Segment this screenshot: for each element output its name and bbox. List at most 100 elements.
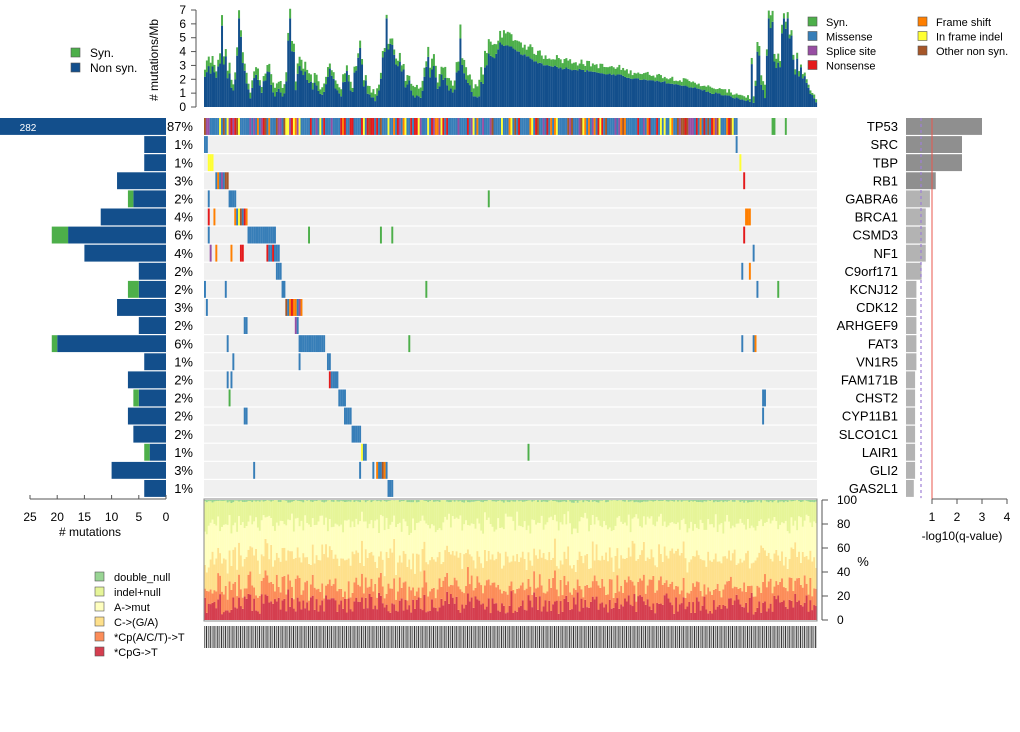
sample-name-tick [754, 626, 756, 648]
tmb-bar-syn [296, 63, 299, 74]
oncoprint-cell [523, 118, 526, 135]
spectrum-segment [209, 604, 212, 620]
spectrum-segment [540, 585, 543, 612]
oncoprint-cell [226, 335, 229, 353]
spectrum-segment [453, 577, 456, 604]
oncoprint-cell [421, 118, 424, 135]
sample-name-tick [249, 626, 251, 648]
spectrum-segment [508, 502, 511, 517]
gene-label: FAM171B [841, 372, 898, 387]
spectrum-segment [319, 560, 322, 592]
sample-name-tick [652, 626, 654, 648]
spectrum-segment [512, 501, 515, 522]
spectrum-segment [622, 500, 625, 502]
spectrum-segment [387, 611, 390, 620]
tmb-bar-nonsyn [605, 74, 608, 107]
spectrum-segment [415, 502, 418, 524]
spectrum-segment [752, 614, 755, 620]
spectrum-segment [667, 500, 670, 502]
tmb-bar-nonsyn [565, 67, 568, 107]
spectrum-segment [731, 500, 734, 502]
spectrum-segment [330, 598, 333, 620]
sample-name-tick [747, 626, 749, 648]
oncoprint-cell [525, 118, 528, 135]
spectrum-segment [510, 516, 513, 562]
spectrum-segment [508, 516, 511, 563]
spectrum-segment [376, 567, 379, 598]
sample-name-tick [487, 626, 489, 648]
spectrum-segment [326, 584, 329, 600]
spectrum-segment [232, 502, 235, 526]
spectrum-segment [747, 500, 749, 503]
oncoprint-cell [251, 118, 254, 135]
oncoprint-cell [502, 118, 505, 135]
spectrum-segment [213, 500, 216, 502]
tmb-bar-syn [641, 74, 644, 80]
tmb-bar-syn [771, 10, 774, 22]
tmb-bar-syn [523, 44, 526, 55]
spectrum-segment [680, 603, 683, 620]
tmb-bar-syn [531, 47, 534, 60]
sample-name-tick [510, 626, 512, 648]
spectrum-segment [499, 611, 502, 620]
tmb-bar-nonsyn [790, 35, 793, 107]
spectrum-segment [209, 522, 212, 560]
tmb-bar-nonsyn [260, 92, 263, 107]
oncoprint-cell [533, 118, 536, 135]
spectrum-segment [376, 501, 379, 520]
spectrum-segment [508, 585, 511, 606]
spectrum-segment [466, 567, 469, 594]
percent-label: 1% [174, 137, 193, 152]
gene-count-bar-nonsyn [57, 335, 167, 353]
sample-name-tick [574, 626, 576, 648]
spectrum-segment [336, 611, 339, 620]
tmb-bar-syn [368, 85, 371, 95]
sample-name-tick [601, 626, 603, 648]
spectrum-segment [624, 579, 627, 599]
oncoprint-cell [226, 172, 229, 190]
tmb-bar-syn [612, 67, 615, 75]
oncoprint-cell [296, 299, 299, 316]
sample-name-tick [383, 626, 385, 648]
spectrum-segment [385, 604, 388, 620]
tmb-bar-syn [338, 87, 341, 94]
spectrum-segment [692, 556, 695, 584]
spectrum-segment [391, 500, 394, 522]
spectrum-segment [676, 500, 679, 502]
sample-name-tick [667, 626, 669, 648]
spectrum-segment [807, 501, 810, 517]
spectrum-segment [340, 558, 343, 589]
spectrum-segment [750, 525, 753, 564]
spectrum-segment [215, 591, 218, 609]
spectrum-segment [695, 597, 698, 620]
tmb-bar-syn [474, 84, 477, 97]
tmb-bar-nonsyn [387, 49, 390, 107]
spectrum-segment [304, 515, 307, 558]
spectrum-segment [673, 613, 676, 620]
spectrum-segment [533, 500, 536, 501]
oncoprint-cell [709, 118, 712, 135]
spectrum-segment [650, 579, 653, 610]
spectrum-segment [521, 501, 524, 528]
spectrum-segment [801, 551, 804, 588]
spectrum-segment [245, 557, 248, 589]
spectrum-segment [508, 500, 511, 503]
spectrum-segment [274, 599, 276, 620]
oncoprint-cell [584, 118, 587, 135]
oncoprint-row-bg [204, 299, 817, 316]
oncoprint-cell [366, 118, 369, 135]
spectrum-segment [291, 513, 294, 552]
spectrum-segment [612, 530, 615, 572]
spectrum-segment [446, 501, 449, 520]
tmb-bar-nonsyn [393, 54, 396, 107]
sample-name-tick [283, 626, 285, 648]
spectrum-segment [760, 519, 763, 546]
spectrum-segment [782, 523, 785, 566]
gene-count-panel: 282 25 20 15 10 5 0 # mutations [0, 118, 170, 539]
spectrum-segment [470, 556, 473, 576]
spectrum-segment [775, 549, 778, 582]
oncoprint-cell [270, 226, 273, 244]
spectrum-segment [811, 596, 814, 611]
tmb-bar-nonsyn [317, 90, 320, 107]
spectrum-segment [243, 528, 246, 559]
